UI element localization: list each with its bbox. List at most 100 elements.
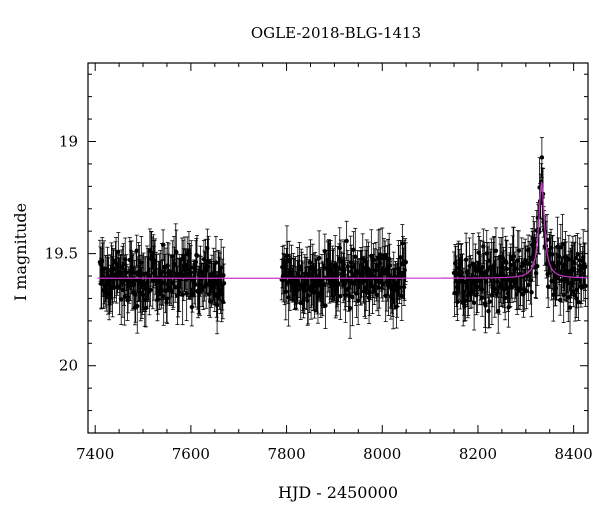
data-point — [370, 284, 375, 289]
data-point — [171, 281, 176, 286]
data-point — [117, 270, 123, 275]
data-point — [369, 253, 374, 259]
data-point — [509, 285, 515, 290]
data-point — [131, 270, 137, 275]
data-point — [539, 155, 545, 160]
data-point — [206, 259, 211, 264]
data-point — [124, 270, 129, 275]
data-point — [489, 292, 495, 298]
data-point — [399, 293, 404, 299]
data-point — [558, 297, 563, 303]
data-point — [203, 281, 209, 287]
data-point — [284, 253, 290, 259]
data-point — [386, 256, 392, 262]
data-point — [344, 238, 349, 244]
data-point — [373, 267, 379, 273]
plot-frame — [87, 62, 589, 434]
data-point — [100, 258, 105, 264]
data-point — [188, 270, 193, 275]
data-point — [315, 294, 321, 299]
model-curve — [97, 181, 588, 279]
y-tick-label: 20 — [59, 357, 78, 375]
data-point — [481, 273, 487, 279]
data-point — [221, 281, 227, 286]
data-point — [374, 292, 380, 298]
data-point — [400, 241, 405, 246]
data-point — [122, 294, 127, 299]
data-point — [135, 303, 140, 309]
data-point — [189, 304, 195, 310]
data-point — [550, 252, 555, 257]
data-point — [471, 300, 477, 306]
data-point — [493, 248, 499, 253]
data-point — [583, 283, 588, 289]
data-point — [478, 270, 484, 275]
chart-title: OGLE-2018-BLG-1413 — [251, 24, 421, 42]
data-point — [516, 248, 522, 253]
data-point — [487, 299, 492, 304]
data-point — [483, 303, 488, 308]
x-tick-label: 8200 — [459, 445, 497, 463]
data-point — [504, 266, 510, 272]
x-tick-label: 8000 — [363, 445, 401, 463]
x-axis-label: HJD - 2450000 — [278, 483, 398, 502]
data-point — [552, 264, 557, 269]
data-point — [134, 248, 139, 253]
y-axis-label: I magnitude — [11, 203, 30, 301]
data-point — [454, 279, 459, 284]
data-point — [380, 281, 386, 287]
data-point — [181, 253, 186, 258]
data-point — [116, 249, 121, 254]
y-tick-label: 19.5 — [45, 245, 78, 263]
x-tick-label: 7600 — [172, 445, 210, 463]
data-point — [205, 264, 211, 269]
data-point — [148, 287, 153, 293]
axis-ticks: 7400 7600 7800 8000 8200 8400 19 19.5 20 — [45, 63, 593, 463]
data-point — [475, 284, 480, 290]
data-point — [377, 252, 383, 257]
data-point — [566, 257, 572, 262]
x-tick-label: 7800 — [267, 445, 305, 463]
data-point — [336, 281, 341, 287]
data-point — [524, 288, 529, 294]
data-point — [221, 273, 226, 278]
data-point — [396, 266, 401, 271]
y-tick-label: 19 — [59, 132, 78, 150]
data-point — [174, 249, 179, 255]
data-point — [351, 247, 356, 252]
data-point — [576, 299, 581, 305]
data-point — [535, 263, 540, 269]
data-point — [556, 260, 562, 266]
data-point — [119, 297, 124, 302]
data-point — [316, 255, 322, 261]
data-point — [133, 292, 138, 297]
data-point — [347, 305, 353, 311]
data-point — [582, 264, 588, 270]
data-point — [140, 292, 146, 298]
data-point — [574, 296, 579, 301]
data-point — [213, 260, 219, 265]
data-point — [194, 253, 200, 258]
data-point — [476, 250, 481, 255]
data-point — [511, 254, 516, 259]
data-point — [338, 258, 344, 264]
data-point — [573, 255, 578, 261]
data-point — [343, 292, 348, 298]
data-point — [159, 269, 165, 274]
data-point — [504, 260, 509, 266]
data-point — [463, 257, 469, 262]
data-point — [366, 295, 372, 301]
data-points — [97, 137, 588, 339]
data-point — [164, 300, 169, 305]
data-point — [323, 303, 328, 308]
data-point — [355, 298, 361, 303]
data-point — [403, 260, 408, 265]
data-point — [401, 284, 407, 290]
data-point — [168, 288, 174, 294]
data-point — [350, 294, 355, 300]
data-point — [514, 292, 519, 297]
data-point — [529, 290, 534, 295]
data-point — [121, 262, 126, 267]
